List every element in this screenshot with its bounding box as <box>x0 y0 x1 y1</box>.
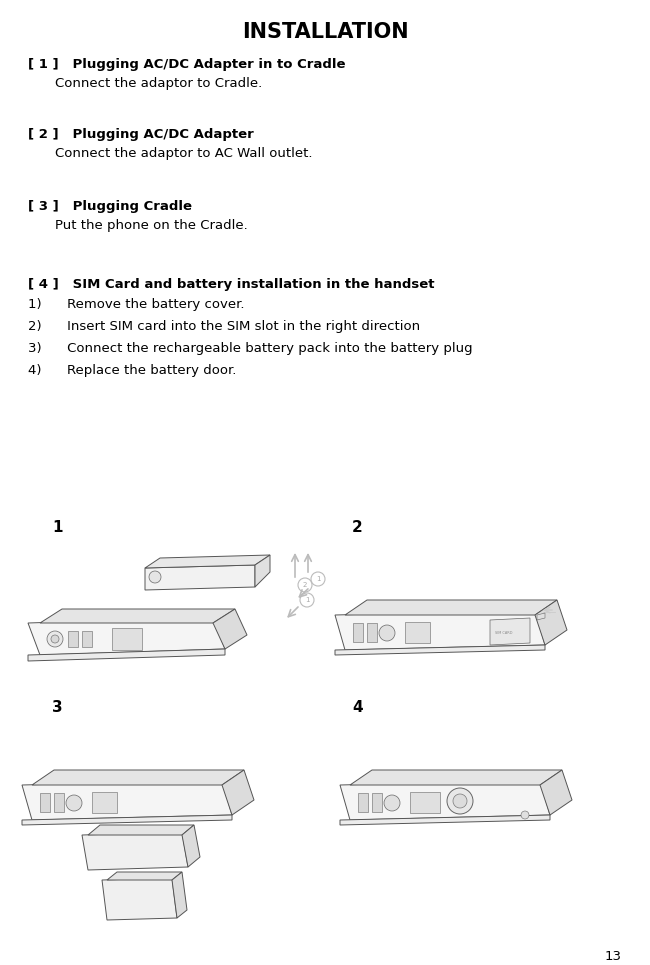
Text: 13: 13 <box>605 950 622 963</box>
Polygon shape <box>353 623 363 642</box>
Polygon shape <box>54 793 64 812</box>
Text: Put the phone on the Cradle.: Put the phone on the Cradle. <box>55 219 248 232</box>
Polygon shape <box>82 832 188 870</box>
Polygon shape <box>107 872 182 880</box>
Text: 2)      Insert SIM card into the SIM slot in the right direction: 2) Insert SIM card into the SIM slot in … <box>28 320 420 333</box>
Text: SIM CARD: SIM CARD <box>495 631 512 635</box>
Polygon shape <box>22 815 232 825</box>
Polygon shape <box>112 628 142 650</box>
Polygon shape <box>68 631 78 647</box>
Circle shape <box>51 635 59 643</box>
Polygon shape <box>340 780 550 820</box>
Circle shape <box>298 578 312 592</box>
Circle shape <box>453 794 467 808</box>
Text: INSTALLATION: INSTALLATION <box>242 22 408 42</box>
Polygon shape <box>32 770 244 785</box>
Polygon shape <box>222 770 254 815</box>
Polygon shape <box>255 555 270 587</box>
Text: 1: 1 <box>52 520 62 535</box>
Text: 2: 2 <box>352 520 363 535</box>
Polygon shape <box>182 825 200 867</box>
Polygon shape <box>350 770 562 785</box>
Text: 1)      Remove the battery cover.: 1) Remove the battery cover. <box>28 298 244 311</box>
Text: [ 3 ]   Plugging Cradle: [ 3 ] Plugging Cradle <box>28 200 192 213</box>
Polygon shape <box>213 609 247 649</box>
Polygon shape <box>102 878 177 920</box>
Polygon shape <box>358 793 368 812</box>
Circle shape <box>149 571 161 583</box>
Polygon shape <box>335 645 545 655</box>
Text: 1: 1 <box>305 597 309 603</box>
Text: [ 1 ]   Plugging AC/DC Adapter in to Cradle: [ 1 ] Plugging AC/DC Adapter in to Cradl… <box>28 58 346 71</box>
Polygon shape <box>345 600 557 615</box>
Circle shape <box>521 811 529 819</box>
Circle shape <box>47 631 63 647</box>
Circle shape <box>66 795 82 811</box>
Polygon shape <box>92 792 117 813</box>
Text: 3)      Connect the rechargeable battery pack into the battery plug: 3) Connect the rechargeable battery pack… <box>28 342 473 355</box>
Polygon shape <box>540 770 572 815</box>
Polygon shape <box>490 618 530 645</box>
Text: 1: 1 <box>316 576 320 582</box>
Polygon shape <box>405 622 430 643</box>
Polygon shape <box>410 792 440 813</box>
Text: 4: 4 <box>352 700 363 715</box>
Text: Connect the adaptor to Cradle.: Connect the adaptor to Cradle. <box>55 77 262 90</box>
Text: 3: 3 <box>52 700 62 715</box>
Circle shape <box>384 795 400 811</box>
Text: [ 2 ]   Plugging AC/DC Adapter: [ 2 ] Plugging AC/DC Adapter <box>28 128 254 141</box>
Polygon shape <box>88 825 194 835</box>
Circle shape <box>379 625 395 641</box>
Polygon shape <box>145 555 270 568</box>
Text: Connect the adaptor to AC Wall outlet.: Connect the adaptor to AC Wall outlet. <box>55 147 313 160</box>
Polygon shape <box>82 631 92 647</box>
Polygon shape <box>335 610 545 650</box>
Polygon shape <box>28 617 225 655</box>
Polygon shape <box>535 600 567 645</box>
Polygon shape <box>367 623 377 642</box>
Text: 2: 2 <box>303 582 307 588</box>
Circle shape <box>447 788 473 814</box>
Text: [ 4 ]   SIM Card and battery installation in the handset: [ 4 ] SIM Card and battery installation … <box>28 278 434 291</box>
Polygon shape <box>28 649 225 661</box>
Polygon shape <box>40 609 235 623</box>
Circle shape <box>311 572 325 586</box>
Polygon shape <box>340 815 550 825</box>
Polygon shape <box>537 613 545 620</box>
Polygon shape <box>372 793 382 812</box>
Text: 4)      Replace the battery door.: 4) Replace the battery door. <box>28 364 237 377</box>
Polygon shape <box>22 780 232 820</box>
Polygon shape <box>145 565 255 590</box>
Circle shape <box>300 593 314 607</box>
Polygon shape <box>172 872 187 918</box>
Polygon shape <box>40 793 50 812</box>
